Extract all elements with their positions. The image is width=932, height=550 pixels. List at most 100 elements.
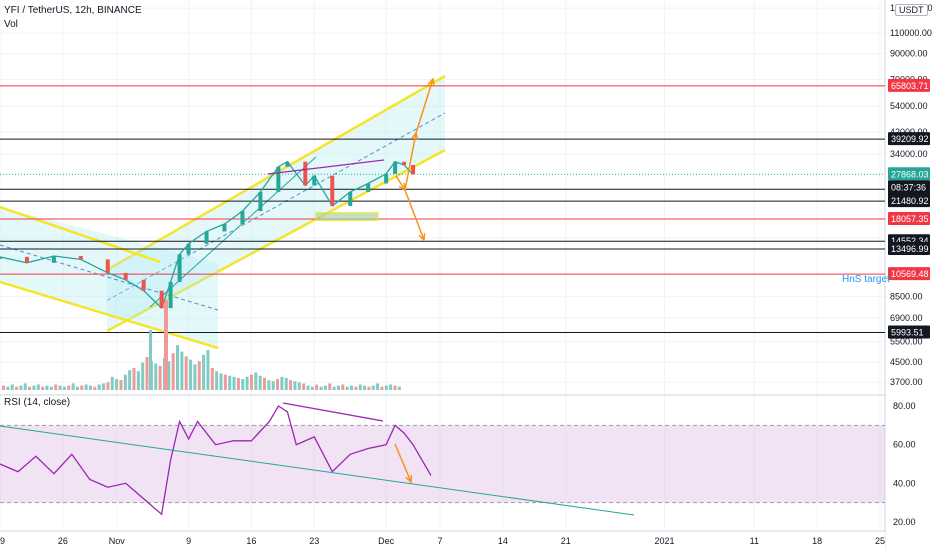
time-axis-tick: 19: [0, 536, 5, 546]
price-axis-tick: 42000.00: [890, 127, 928, 137]
price-candle: Oct 31: 10700: [105, 259, 110, 273]
volume-bar: [315, 384, 319, 390]
volume-bar: [119, 380, 123, 390]
volume-bar: [354, 386, 358, 390]
price-level-label-badge: [888, 78, 930, 92]
volume-bar: [41, 386, 45, 390]
volume-bar: [332, 386, 336, 390]
time-axis-tick: 14: [498, 536, 508, 546]
time-axis-tick: 16: [246, 536, 256, 546]
volume-bar: [254, 372, 258, 390]
volume-bar: [280, 376, 284, 390]
price-candle: Nov 8: 12800: [177, 254, 182, 282]
time-axis-tick: Dec: [378, 536, 395, 546]
volume-bar: [345, 386, 349, 390]
time-axis-tick: 23: [309, 536, 319, 546]
price-candle: Oct 22: 11800: [24, 256, 29, 263]
rsi-axis-tick: 60.00: [893, 440, 916, 450]
volume-bar: [297, 382, 301, 390]
projection-arrow: [404, 132, 417, 191]
price-candle: Nov 29: 25500: [366, 183, 371, 192]
price-series-line: [0, 160, 414, 310]
descending-channel-upper: [0, 205, 161, 264]
volume-bar: [23, 383, 27, 390]
rsi-indicator-label[interactable]: RSI (14, close): [4, 397, 71, 408]
price-candle: Nov 27: 23500: [348, 191, 353, 206]
volume-bar: [236, 377, 240, 390]
volume-bar: [258, 375, 262, 390]
volume-bar: [202, 354, 206, 390]
rsi-divergence-line: [282, 402, 384, 422]
support-zone-box: [315, 212, 379, 221]
ascending-channel-fill: [107, 76, 445, 331]
rsi-axis-tick: 40.00: [893, 478, 916, 488]
volume-bar: [371, 385, 375, 390]
bar-countdown-label: 08:37:36: [891, 182, 926, 192]
projection-arrow: [404, 189, 425, 241]
price-axis-tick: 110000.00: [890, 28, 932, 38]
price-candle: Nov 7: 9800: [168, 281, 173, 309]
volume-bar: [167, 361, 171, 390]
volume-bar: [302, 383, 306, 390]
price-candle: Nov 17: 23500: [258, 191, 263, 212]
time-axis-tick: 25: [875, 536, 885, 546]
volume-bar: [284, 377, 288, 390]
descending-channel-lower: [0, 280, 219, 350]
volume-bar: [215, 371, 219, 390]
projection-arrow: [415, 78, 434, 134]
volume-bar: [189, 359, 193, 390]
volume-bar: [358, 384, 362, 390]
volume-bar: [328, 383, 332, 390]
volume-bar: [323, 385, 327, 390]
volume-indicator-label[interactable]: Vol: [4, 19, 18, 30]
volume-bar: [75, 386, 79, 390]
rsi-band-fill: [0, 425, 885, 503]
rsi-projection-arrow: [394, 443, 412, 483]
symbol-title[interactable]: YFI / TetherUS, 12h, BINANCE: [4, 5, 142, 16]
ascending-channel-median: [106, 112, 446, 301]
volume-bar: [15, 386, 19, 390]
time-axis-tick: 26: [58, 536, 68, 546]
time-axis: [0, 532, 885, 550]
hns-target-annotation: HnS target: [842, 274, 890, 285]
volume-bar: [184, 356, 188, 390]
volume-bar: [32, 385, 36, 390]
volume-bar: [132, 368, 136, 390]
price-level-label: 5993.51: [891, 328, 924, 338]
price-level-label: 39209.92: [891, 134, 929, 144]
volume-bar: [276, 379, 280, 390]
price-candle: Nov 13: 17200: [222, 224, 227, 232]
price-axis-tick: 8500.00: [890, 292, 923, 302]
volume-bar: [249, 374, 253, 390]
price-level-label: 10569.48: [891, 269, 929, 279]
volume-bar: [180, 351, 184, 390]
volume-bar: [2, 385, 5, 390]
price-level-label-badge: [888, 194, 930, 208]
currency-button[interactable]: USDT: [895, 4, 928, 16]
price-level-label: 14552.34: [891, 236, 929, 246]
volume-bar: [49, 386, 53, 390]
price-level-label-badge: [888, 241, 930, 255]
rsi-axis-tick: 80.00: [893, 401, 916, 411]
projection-arrow-head: [418, 232, 426, 242]
volume-bar: [58, 385, 62, 390]
volume-bar: [80, 385, 84, 390]
volume-bar: [28, 386, 32, 390]
price-candle: Nov 25: 20500: [330, 175, 335, 206]
volume-bar: [389, 384, 393, 390]
volume-bar: [136, 371, 140, 390]
volume-bar: [84, 384, 88, 390]
price-candle: Nov 23: 27500: [312, 175, 317, 186]
volume-bar: [197, 361, 201, 390]
price-level-label: 21480.92: [891, 196, 929, 206]
price-level-label-badge: [888, 325, 930, 339]
volume-bar: [397, 386, 401, 390]
projection-arrow: [395, 175, 406, 191]
price-axis-tick: 90000.00: [890, 49, 928, 59]
volume-bar: [350, 385, 353, 390]
volume-bar: [228, 375, 232, 390]
volume-bar: [176, 345, 179, 390]
price-candle: Nov 2: 10000: [123, 272, 128, 280]
volume-bar: [245, 376, 249, 390]
last-price-label: 27868.03: [891, 169, 929, 179]
